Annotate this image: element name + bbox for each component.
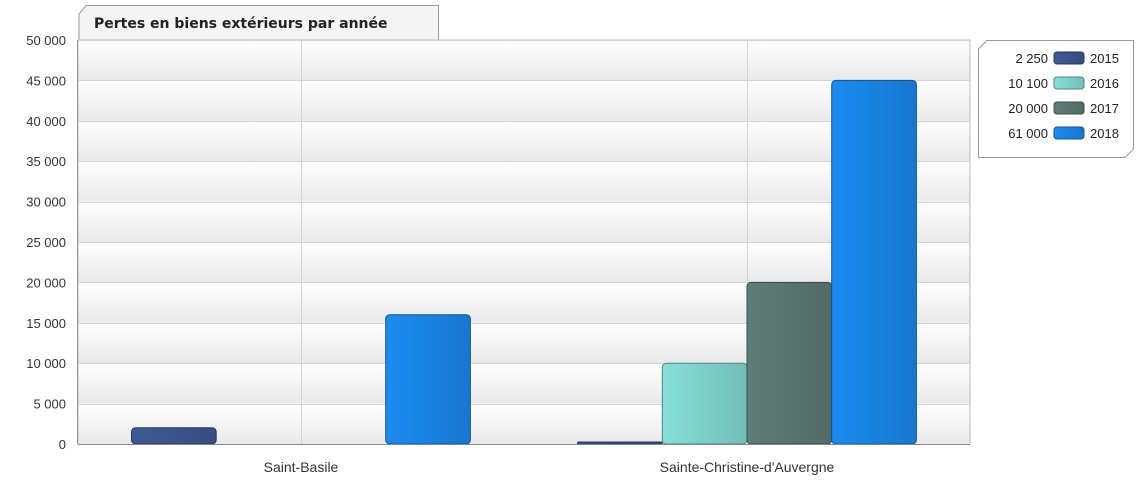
chart-title: Pertes en biens extérieurs par année (94, 16, 388, 32)
plot-band (78, 201, 970, 242)
y-tick-label: 25 000 (26, 235, 66, 250)
legend-series-name[interactable]: 2016 (1090, 76, 1119, 91)
y-tick-label: 10 000 (26, 356, 66, 371)
bar-2016-1[interactable] (661, 362, 748, 445)
legend-series-name[interactable]: 2018 (1090, 126, 1119, 141)
bar-2018-1[interactable] (831, 79, 917, 445)
legend-total-label: 61 000 (1008, 126, 1048, 141)
y-tick-label: 0 (59, 437, 66, 452)
y-tick-label: 5 000 (33, 397, 66, 412)
bar-2015-1[interactable] (577, 441, 663, 445)
y-tick-label: 35 000 (26, 154, 66, 169)
y-tick-label: 30 000 (26, 195, 66, 210)
bar-2017-1[interactable] (746, 281, 833, 445)
legend-total-label: 2 250 (1015, 51, 1048, 66)
legend-swatch-2017[interactable] (1053, 101, 1085, 115)
legend-swatch-2016[interactable] (1053, 76, 1085, 90)
plot-band (78, 161, 970, 202)
legend-swatch-2015[interactable] (1053, 51, 1085, 65)
plot-band (78, 120, 970, 162)
legend-swatch-2018[interactable] (1053, 126, 1085, 140)
legend-series-name[interactable]: 2015 (1090, 51, 1119, 66)
bar-2018-0[interactable] (385, 314, 471, 445)
plot-band (78, 242, 970, 283)
legend-total-label: 10 100 (1008, 76, 1048, 91)
y-tick-label: 50 000 (26, 33, 66, 48)
legend-box (978, 40, 1134, 158)
legend-series-name[interactable]: 2017 (1090, 101, 1119, 116)
y-tick-label: 15 000 (26, 316, 66, 331)
y-tick-label: 45 000 (26, 73, 66, 88)
bar-2015-0[interactable] (131, 427, 217, 445)
legend: 2 250 2015 10 100 2016 20 000 2017 61 000 2018 (978, 40, 1134, 158)
y-tick-label: 20 000 (26, 275, 66, 290)
y-tick-label: 40 000 (26, 114, 66, 129)
x-category-label: Sainte-Christine-d'Auvergne (660, 459, 835, 475)
chart-title-tab: Pertes en biens extérieurs par année (78, 5, 439, 40)
legend-total-label: 20 000 (1008, 101, 1048, 116)
plot-band (78, 40, 970, 81)
plot-band (78, 80, 970, 121)
x-category-label: Saint-Basile (264, 459, 339, 475)
